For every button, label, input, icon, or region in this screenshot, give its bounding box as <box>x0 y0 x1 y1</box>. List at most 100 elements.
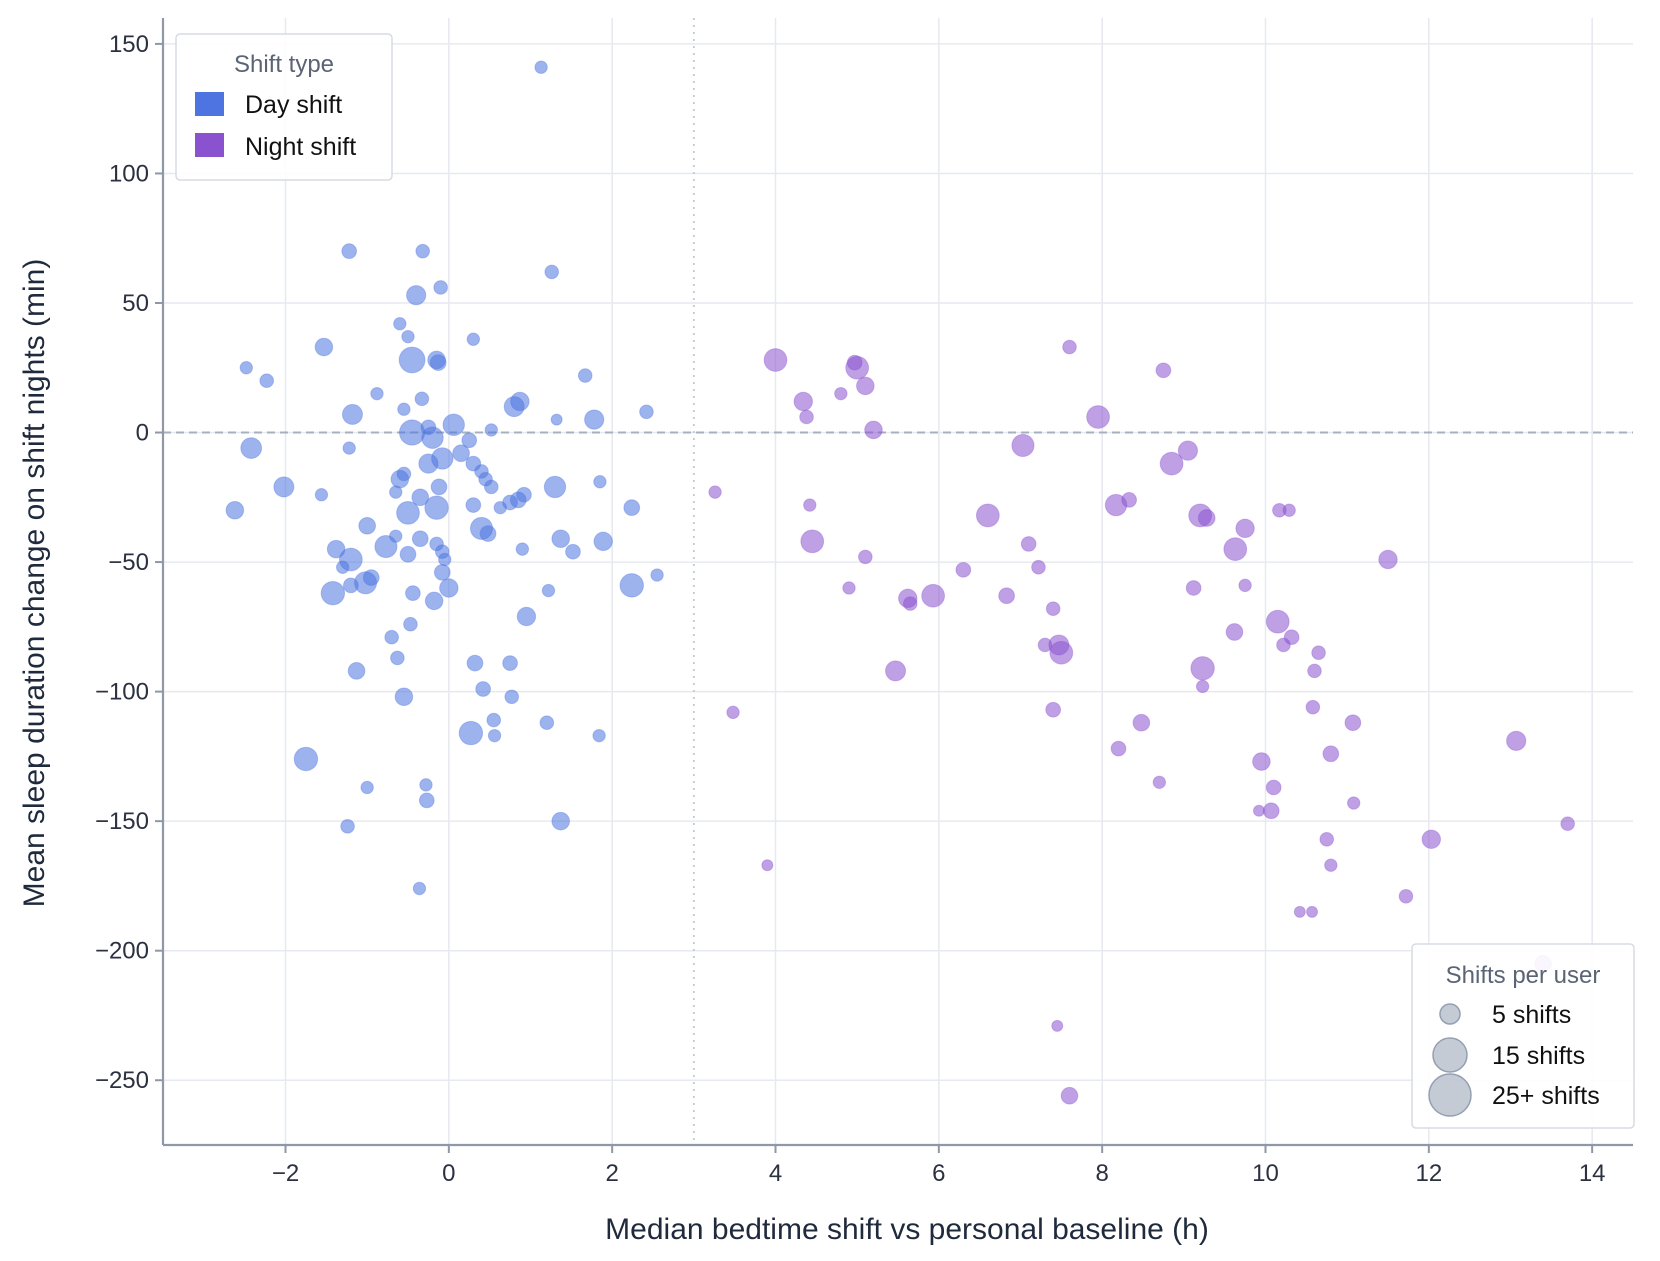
y-tick-label: −200 <box>95 938 149 965</box>
night-shift-point <box>1421 829 1442 850</box>
data-points <box>225 60 1575 1105</box>
day-shift-point <box>384 629 399 645</box>
day-shift-point <box>493 500 507 515</box>
night-shift-point <box>1011 433 1035 458</box>
night-shift-point <box>799 409 814 425</box>
day-shift-point <box>259 373 275 389</box>
day-shift-point <box>466 332 481 346</box>
size-legend-circle-5 <box>1439 1003 1461 1025</box>
y-axis-label: Mean sleep duration change on shift nigh… <box>18 259 51 908</box>
night-shift-point <box>1225 623 1244 641</box>
day-shift-point <box>509 491 527 509</box>
y-tick-label: 150 <box>109 31 149 58</box>
night-shift-point <box>763 348 788 372</box>
day-shift-point <box>419 778 433 792</box>
night-shift-point <box>1190 656 1215 681</box>
night-shift-point <box>1293 905 1306 918</box>
night-shift-point <box>1045 701 1062 718</box>
day-shift-point <box>487 728 502 743</box>
night-shift-point <box>998 587 1015 605</box>
night-shift-point <box>1262 802 1280 820</box>
night-shift-point <box>834 386 848 401</box>
legend-title: Shift type <box>234 51 334 78</box>
night-shift-point <box>1104 493 1128 517</box>
size-legend-circle-15 <box>1432 1037 1468 1073</box>
day-shift-point <box>486 712 502 728</box>
shifts-per-user-legend: Shifts per user 5 shifts 15 shifts 25+ s… <box>1411 943 1635 1129</box>
night-shift-point <box>921 583 946 608</box>
day-shift-point <box>374 534 398 559</box>
day-shift-point <box>406 285 427 306</box>
night-shift-point <box>1185 580 1202 596</box>
day-shift-point <box>326 539 346 559</box>
day-shift-point <box>314 488 329 502</box>
night-shift-point <box>1086 405 1110 429</box>
size-legend-circle-25 <box>1428 1073 1472 1117</box>
day-shift-point <box>466 654 484 672</box>
day-shift-point <box>543 475 567 499</box>
axes <box>155 18 1633 1153</box>
night-shift-point <box>1152 775 1167 789</box>
day-shift-point <box>544 264 560 280</box>
night-shift-point <box>1344 714 1362 732</box>
x-tick-label: 0 <box>442 1160 455 1187</box>
night-shift-point <box>1307 663 1322 679</box>
day-shift-point <box>347 662 366 680</box>
day-shift-point <box>393 317 407 331</box>
day-shift-point <box>539 715 555 731</box>
x-tick-label: 6 <box>932 1160 945 1187</box>
day-shift-point <box>438 552 452 567</box>
day-shift-point <box>415 243 431 259</box>
night-shift-point <box>1195 679 1210 694</box>
day-shift-point <box>458 720 484 746</box>
y-tick-label: 100 <box>109 160 149 187</box>
night-shift-point <box>1132 713 1151 732</box>
night-shift-point <box>761 859 774 872</box>
night-shift-point <box>1306 905 1319 918</box>
x-tick-label: 14 <box>1579 1160 1606 1187</box>
day-shift-point <box>314 337 334 357</box>
day-shift-point <box>442 413 465 436</box>
night-shift-point <box>1398 888 1414 904</box>
day-shift-point <box>584 409 605 430</box>
day-shift-point <box>619 573 644 598</box>
day-shift-point <box>239 361 254 375</box>
x-axis-label: Median bedtime shift vs personal baselin… <box>605 1213 1209 1246</box>
night-shift-point <box>1265 779 1282 796</box>
day-shift-point <box>541 583 556 598</box>
day-shift-point <box>623 499 641 517</box>
night-shift-point <box>1378 549 1398 570</box>
day-shift-point <box>342 441 356 455</box>
night-shift-point <box>1506 730 1527 751</box>
night-shift-point <box>1322 745 1340 763</box>
day-shift-point <box>418 792 435 809</box>
day-shift-point <box>534 60 548 74</box>
night-shift-point <box>726 705 740 720</box>
night-shift-point <box>1020 536 1037 552</box>
y-tick-labels: 150 100 50 0 −50 −100 −150 −200 −250 <box>95 31 149 1094</box>
day-shift-point <box>399 545 417 563</box>
day-shift-point <box>484 423 498 437</box>
day-shift-point <box>320 580 346 606</box>
night-shift-point <box>803 498 817 512</box>
day-shift-point <box>335 560 350 574</box>
size-legend-label-15: 15 shifts <box>1492 1042 1585 1070</box>
day-shift-point <box>502 655 518 671</box>
reference-lines <box>163 18 1633 1145</box>
day-shift-point <box>424 495 449 520</box>
night-shift-point <box>858 549 873 565</box>
day-shift-point <box>401 329 415 344</box>
night-shift-point <box>885 660 907 682</box>
night-shift-point <box>1062 339 1077 355</box>
day-shift-point <box>396 500 420 525</box>
legend-label-night-shift: Night shift <box>245 133 356 161</box>
size-legend-title: Shifts per user <box>1446 962 1601 989</box>
day-shift-point <box>390 469 410 489</box>
size-legend-label-5: 5 shifts <box>1492 1001 1571 1029</box>
y-tick-label: −50 <box>108 549 149 576</box>
day-shift-point <box>398 419 426 446</box>
night-shift-point <box>1238 578 1252 593</box>
day-shift-point <box>465 497 482 513</box>
day-shift-point <box>293 746 319 772</box>
